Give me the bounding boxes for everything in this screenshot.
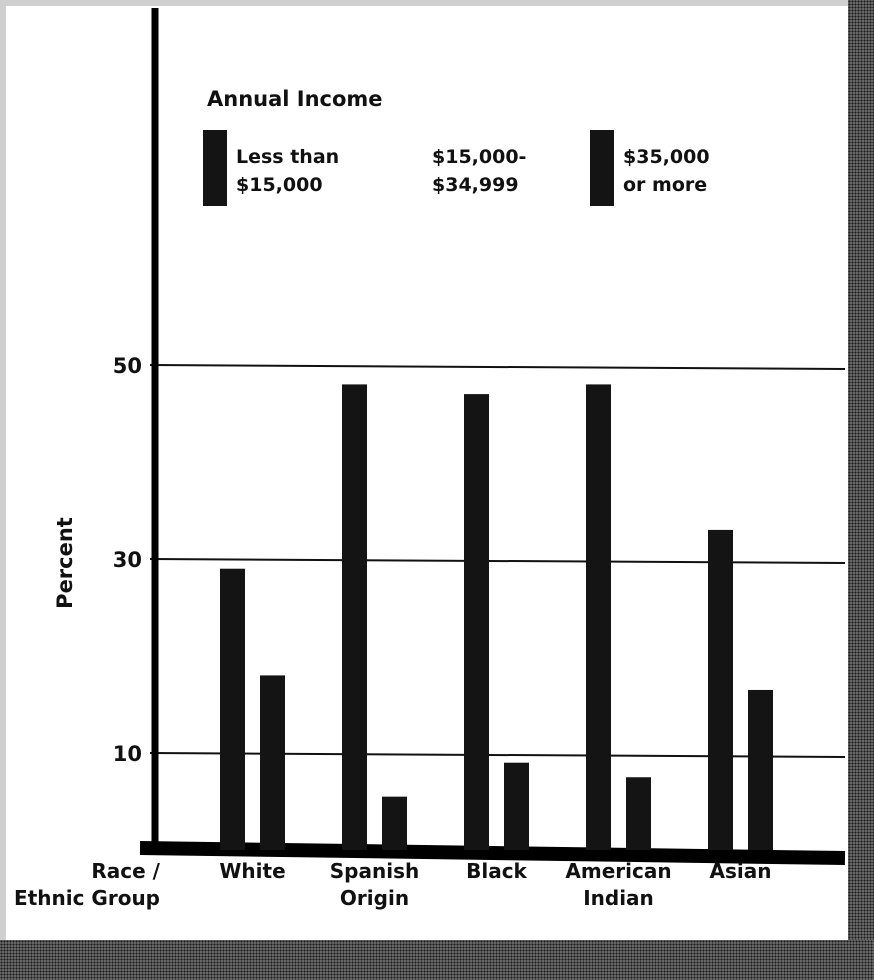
y-tick-label-50: 50 (113, 354, 142, 378)
category-label-2-line1: Spanish (330, 859, 419, 883)
legend-swatch-35000-or-more (590, 130, 614, 206)
category-label-3-line1: Black (466, 859, 527, 883)
legend-entry-3-line2: or more (623, 174, 707, 196)
legend: Annual Income Less than $15,000 $15,000-… (203, 87, 710, 206)
bar-spanish-origin-series-2 (382, 796, 407, 850)
bar-american-indian-series-1 (586, 384, 611, 850)
bar-black-series-2 (504, 762, 529, 850)
legend-swatch-less-than-15000 (203, 130, 227, 206)
bar-white-series-2 (260, 675, 285, 850)
category-label-2-line2: Origin (340, 886, 409, 910)
legend-entry-1-line1: Less than (236, 146, 339, 168)
legend-entry-2-line1: $15,000- (432, 146, 526, 168)
bar-asian-series-1 (708, 529, 733, 850)
page-shadow-right (848, 0, 874, 980)
legend-entry-1-line2: $15,000 (236, 174, 323, 196)
category-labels: White Spanish Origin Black American Indian Asi… (219, 859, 771, 910)
y-tick-label-30: 30 (113, 548, 142, 572)
x-axis-label-line1: Race / (91, 859, 160, 883)
gridline-30 (149, 558, 846, 564)
category-label-4-line1: American (565, 859, 671, 883)
paper-background (6, 6, 848, 940)
y-tick-labels: 10 30 50 (113, 354, 142, 766)
y-axis-label: Percent (53, 517, 77, 609)
category-label-4-line2: Indian (583, 886, 654, 910)
category-label-1-line1: White (219, 859, 285, 883)
bar-white-series-1 (220, 568, 245, 850)
gridline-50 (149, 364, 846, 370)
bar-asian-series-2 (748, 689, 773, 850)
bar-black-series-1 (464, 394, 489, 850)
x-axis-line (139, 841, 846, 865)
y-tick-label-10: 10 (113, 742, 142, 766)
x-axis-label-line2: Ethnic Group (14, 886, 160, 910)
category-label-5-line1: Asian (710, 859, 772, 883)
bars-group (220, 384, 773, 850)
bar-spanish-origin-series-1 (342, 384, 367, 850)
legend-entry-3-line1: $35,000 (623, 146, 710, 168)
gridline-10 (149, 752, 846, 758)
bar-american-indian-series-2 (626, 777, 651, 850)
gridlines (149, 364, 846, 758)
page-shadow-bottom (0, 940, 874, 980)
legend-title: Annual Income (207, 87, 383, 111)
legend-entry-2-line2: $34,999 (432, 174, 519, 196)
